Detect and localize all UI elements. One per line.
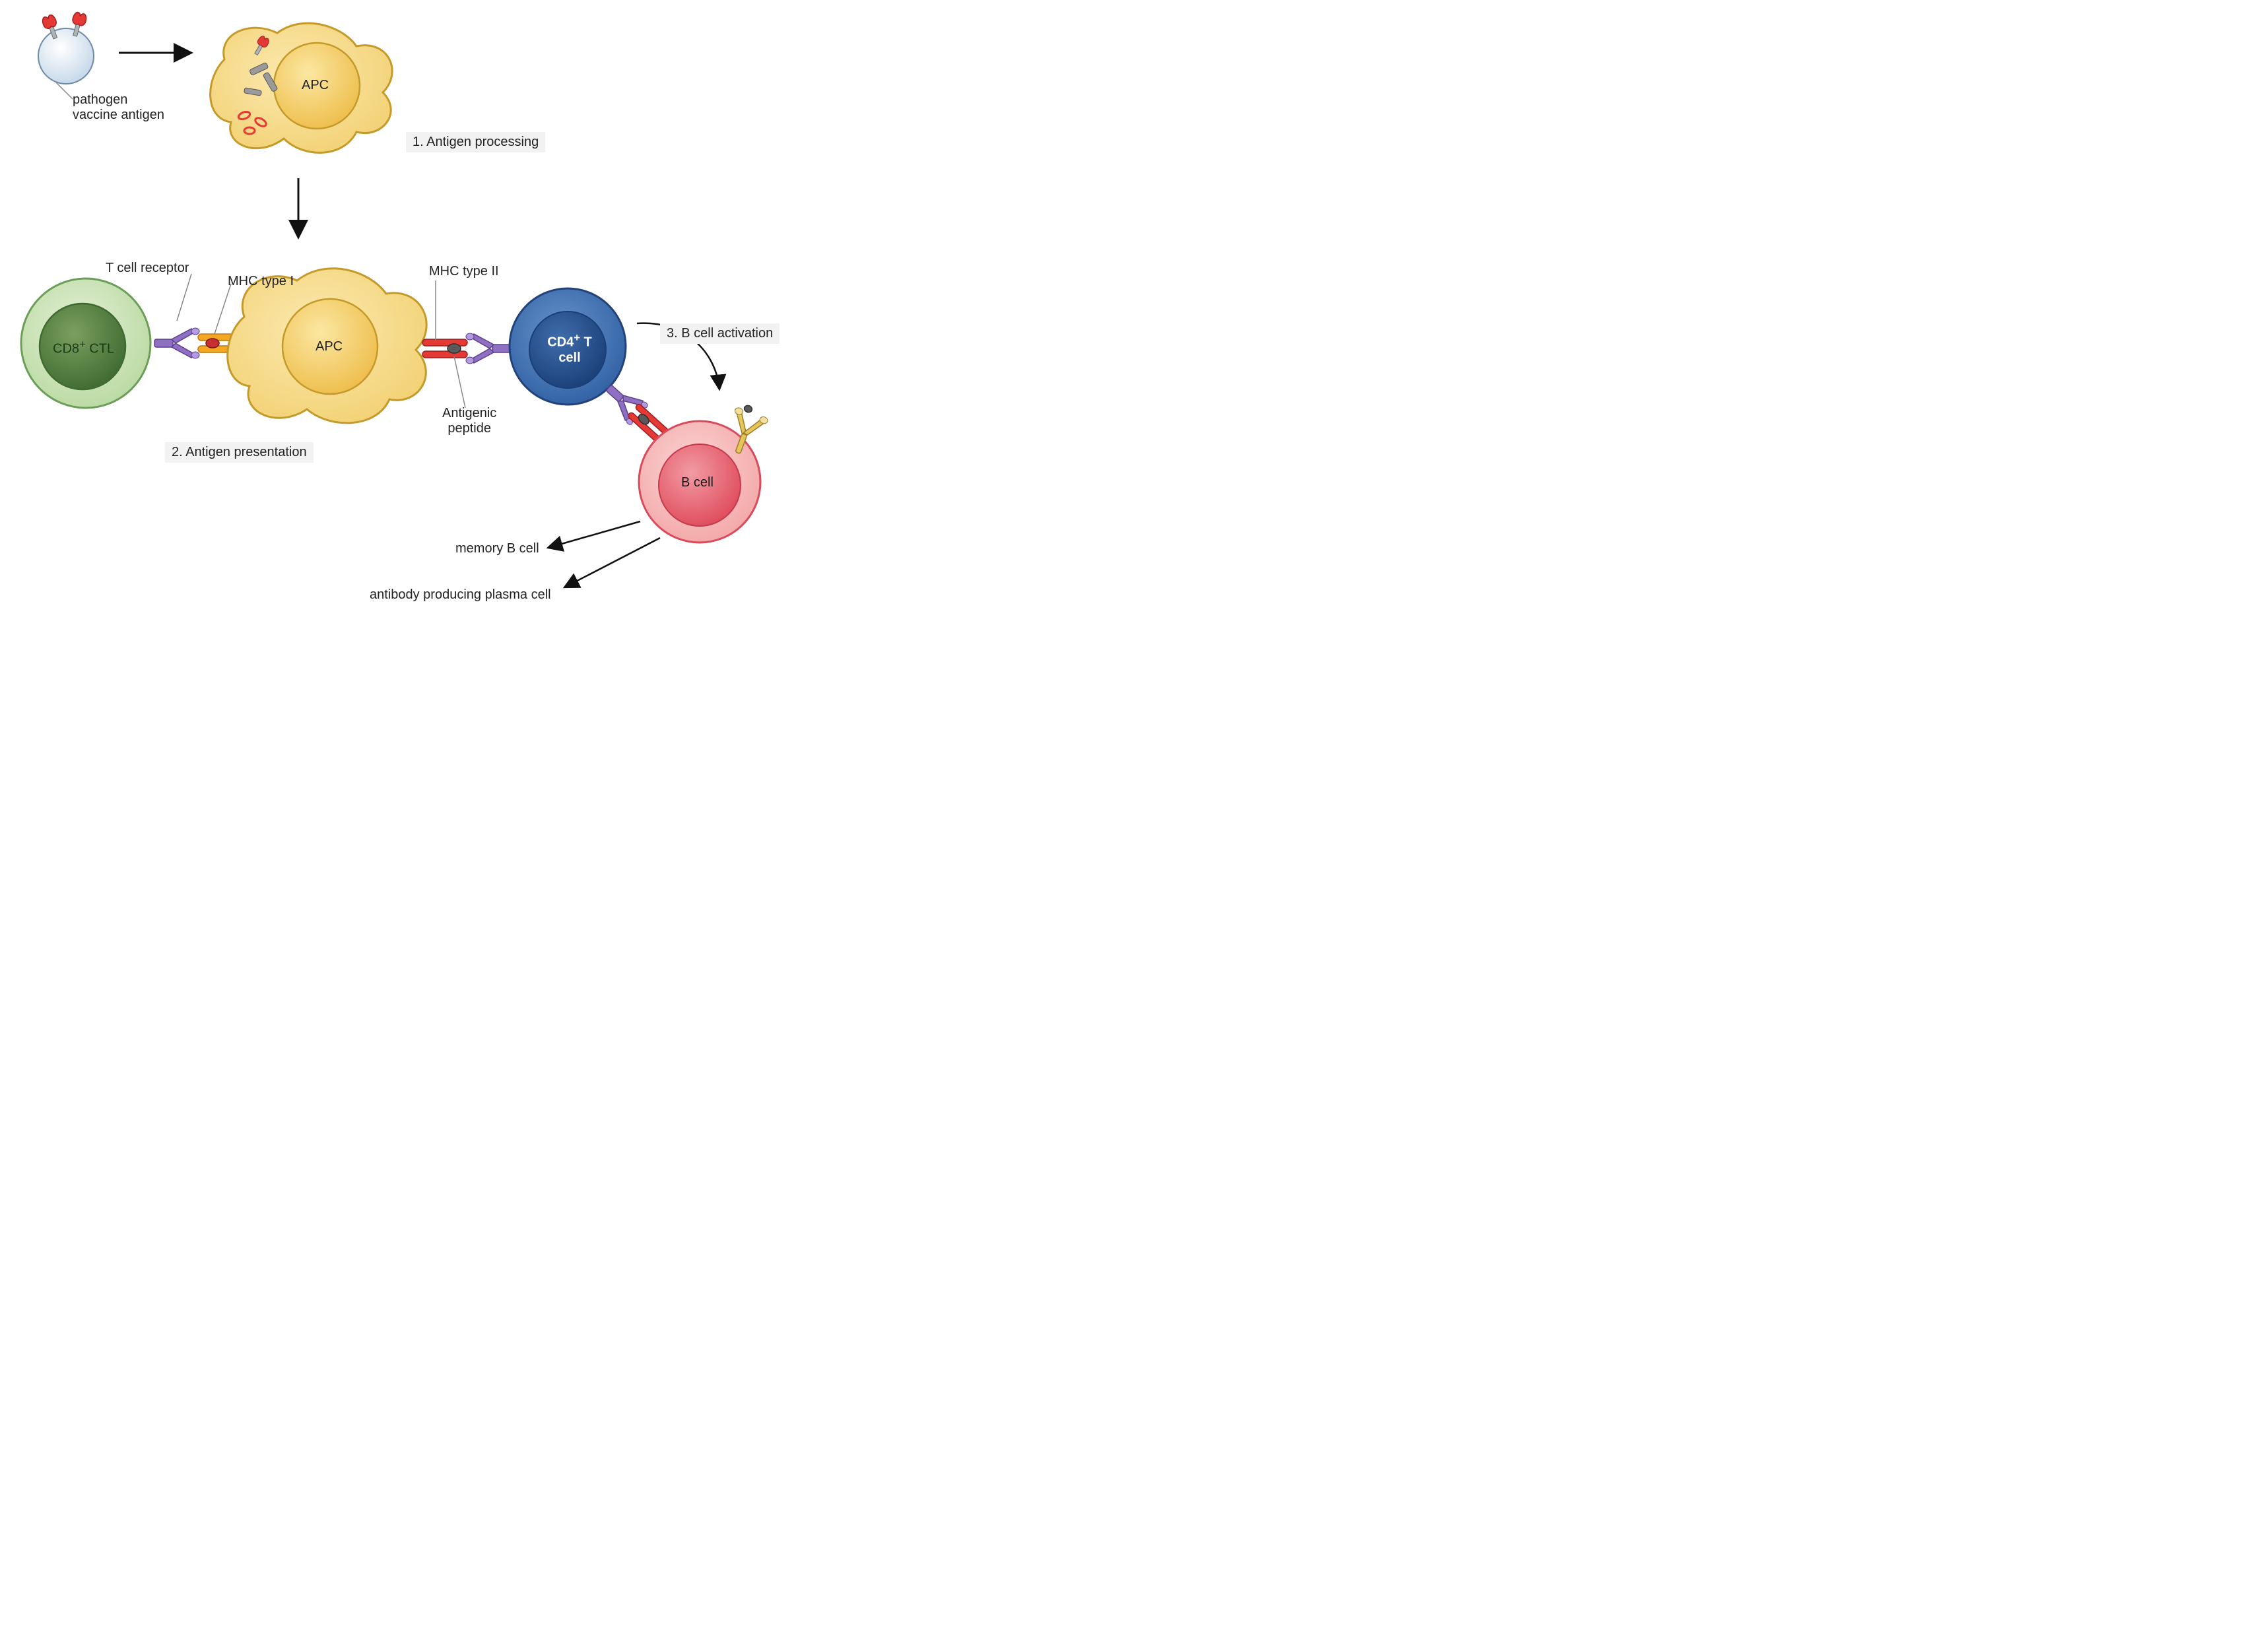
label-plasma: antibody producing plasma cell <box>370 587 551 603</box>
label-pathogen: pathogen vaccine antigen <box>73 92 164 123</box>
step-3: 3. B cell activation <box>660 323 780 344</box>
step-2: 2. Antigen presentation <box>165 442 314 463</box>
tcr-right-cd4 <box>466 333 511 364</box>
tcr-left <box>154 328 199 358</box>
label-peptide: Antigenic peptide <box>442 406 496 436</box>
label-mhc1: MHC type I <box>228 274 294 289</box>
label-memory: memory B cell <box>455 541 539 556</box>
pathogen <box>38 11 94 99</box>
arrow-memory-b <box>548 521 640 548</box>
arrow-plasma <box>564 538 660 587</box>
label-cd4: CD4+ T cell <box>543 331 596 366</box>
mhc2 <box>422 339 467 358</box>
leader-mhc1 <box>215 284 231 334</box>
label-mhc2: MHC type II <box>429 264 499 279</box>
label-cd8: CD8+ CTL <box>53 338 114 357</box>
label-apc2: APC <box>315 339 343 354</box>
label-bcell: B cell <box>681 475 714 490</box>
step-1: 1. Antigen processing <box>406 132 545 152</box>
leader-peptide <box>454 356 465 408</box>
diagram-canvas: pathogen vaccine antigen APC 1. Antigen … <box>0 0 845 618</box>
leader-tcr <box>177 274 191 321</box>
label-tcr: T cell receptor <box>106 261 189 276</box>
label-apc1: APC <box>302 78 329 93</box>
